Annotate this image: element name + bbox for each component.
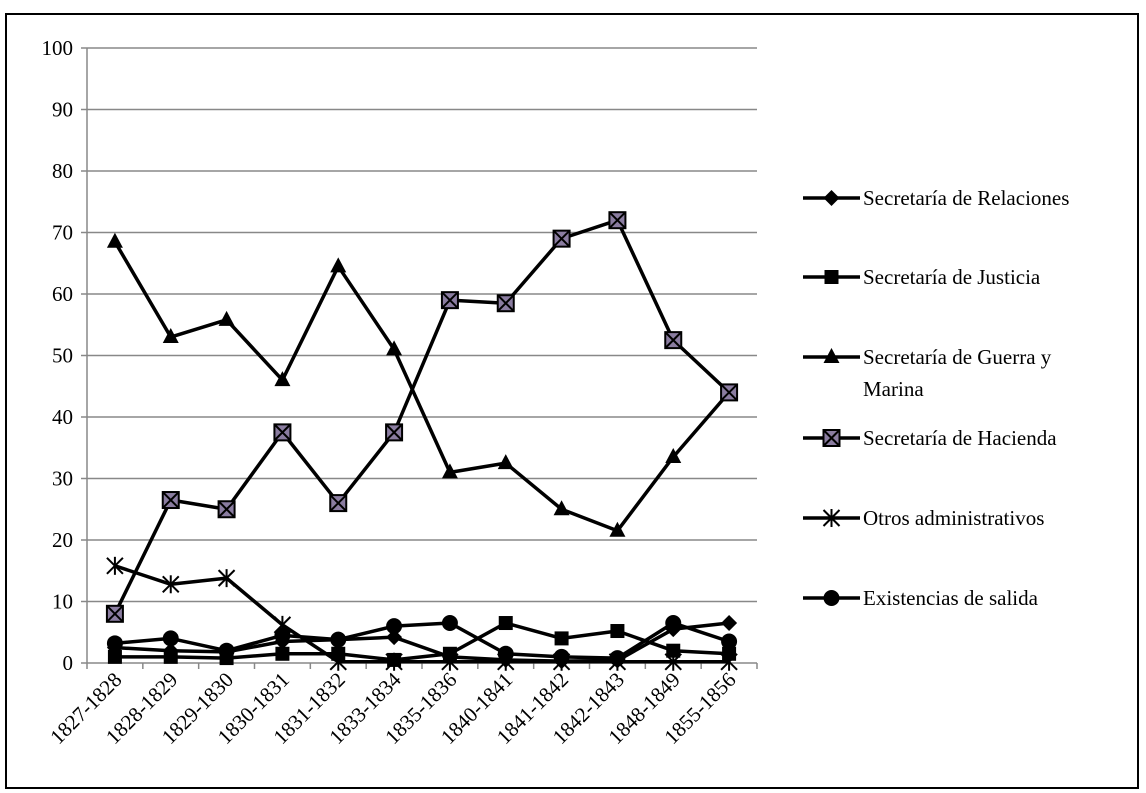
data-point (721, 615, 738, 632)
legend-marker (822, 509, 841, 527)
data-point (665, 447, 682, 463)
legend: Secretaría de Relaciones Secretaría de Ju… (803, 186, 1069, 610)
data-point (498, 616, 513, 631)
data-point (552, 229, 571, 248)
y-tick-label: 90 (52, 98, 73, 122)
legend-entry: Secretaría de Justicia (803, 265, 1041, 289)
data-point (720, 383, 739, 402)
legend-label: Secretaría de Hacienda (863, 426, 1057, 450)
data-point (441, 652, 459, 671)
y-tick-label: 30 (52, 467, 73, 491)
data-point (106, 232, 123, 248)
data-point (274, 627, 291, 644)
data-point (720, 652, 738, 671)
legend-marker (822, 429, 841, 447)
data-point (106, 635, 123, 652)
data-point (163, 649, 178, 664)
legend-entry: Otros administrativos (803, 506, 1044, 530)
y-tick-label: 10 (52, 590, 73, 614)
series-line (114, 564, 730, 664)
legend-entry: Secretaría de Hacienda (803, 426, 1057, 450)
data-point (106, 556, 124, 575)
data-point (497, 454, 514, 470)
legend-entry: Existencias de salida (803, 586, 1039, 610)
data-point (553, 648, 570, 665)
data-point (217, 500, 236, 519)
y-tick-label: 70 (52, 221, 73, 245)
series-lines (105, 211, 739, 671)
data-point (441, 615, 458, 632)
data-point (162, 630, 179, 647)
data-point (162, 328, 179, 344)
data-point (161, 491, 180, 510)
data-point (553, 500, 570, 516)
series-line (113, 218, 731, 615)
data-point (385, 652, 403, 671)
data-point (664, 331, 683, 350)
legend-marker (824, 270, 839, 284)
data-point (107, 649, 122, 664)
legend-marker (823, 590, 840, 606)
data-point (330, 257, 347, 273)
data-point (218, 310, 235, 326)
legend-entry: Secretaría de Relaciones (803, 186, 1069, 210)
series-line (113, 240, 731, 533)
data-point (218, 642, 235, 659)
y-tick-label: 0 (63, 651, 74, 675)
data-point (274, 371, 291, 387)
data-point (721, 633, 738, 650)
data-point (496, 294, 515, 313)
data-point (609, 650, 626, 667)
data-point (330, 631, 347, 648)
legend-label: Secretaría de Relaciones (863, 186, 1069, 210)
data-point (608, 211, 627, 230)
legend-marker (823, 190, 840, 206)
data-point (217, 569, 236, 588)
y-tick-label: 60 (52, 282, 73, 306)
legend-label: Secretaría de Guerra y Marina (863, 345, 1052, 401)
data-point (385, 423, 404, 442)
data-point (386, 618, 403, 635)
y-tick-label: 50 (52, 344, 73, 368)
legend-label: Otros administrativos (863, 506, 1044, 530)
legend-label: Secretaría de Justicia (863, 265, 1041, 289)
data-point (386, 340, 403, 356)
series-line (114, 621, 730, 663)
data-point (329, 494, 348, 513)
data-point (105, 604, 124, 623)
series-line (114, 621, 730, 662)
data-point (665, 615, 682, 632)
data-point (610, 624, 625, 639)
data-point (273, 423, 292, 442)
legend-marker (823, 348, 840, 363)
data-point (664, 652, 682, 671)
data-point (666, 643, 681, 658)
y-tick-label: 40 (52, 405, 73, 429)
gridlines (87, 47, 757, 603)
data-point (440, 291, 459, 310)
legend-label: Existencias de salida (863, 586, 1039, 610)
series-line (114, 621, 730, 660)
y-tick-label: 80 (52, 159, 73, 183)
data-point (386, 629, 403, 646)
data-point (275, 646, 290, 661)
data-point (162, 575, 180, 594)
data-point (441, 463, 458, 479)
data-point (497, 645, 514, 662)
legend-entry: Secretaría de Guerra y Marina (803, 345, 1052, 401)
y-tick-label: 100 (42, 36, 74, 60)
data-point (609, 521, 626, 537)
data-point (554, 631, 569, 646)
data-point (329, 652, 347, 671)
y-tick-label: 20 (52, 528, 73, 552)
